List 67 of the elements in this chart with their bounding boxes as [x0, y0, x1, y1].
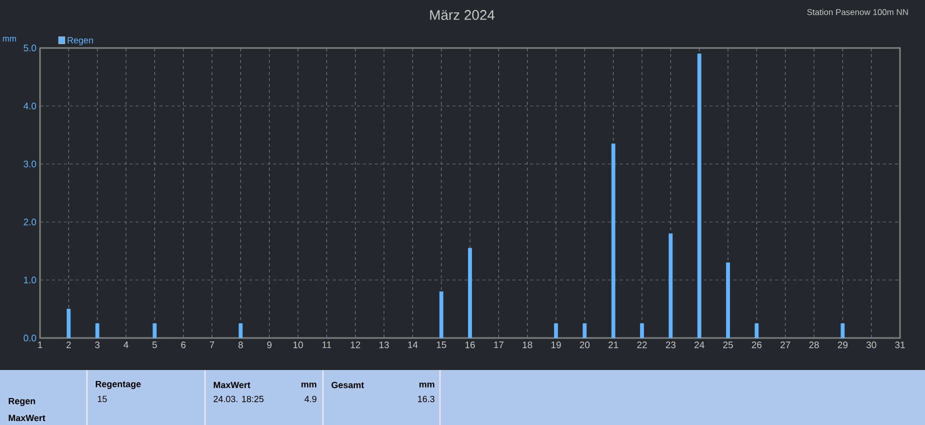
y-tick-label: 2.0 [24, 218, 36, 226]
text: 16.3 [418, 396, 434, 402]
x-tick-label: 19 [551, 342, 561, 348]
x-tick-label: 16 [465, 342, 475, 348]
bar [238, 323, 243, 338]
bar [754, 323, 759, 338]
y-tick-label: 0.0 [24, 334, 36, 342]
x-tick-label: 3 [95, 342, 100, 348]
x-tick-label: 26 [752, 342, 762, 348]
x-tick-label: 22 [637, 342, 647, 348]
bar [697, 54, 702, 338]
x-tick-label: 17 [494, 342, 504, 348]
x-tick-label: 8 [238, 342, 243, 348]
bar [582, 323, 587, 338]
x-tick-label: 21 [608, 342, 618, 348]
x-tick-label: 30 [866, 342, 876, 348]
x-tick-label: 2 [66, 342, 71, 348]
text: MaxWert [214, 382, 250, 388]
bar [668, 233, 673, 338]
legend-label: Regen [68, 37, 93, 46]
y-tick-label: 3.0 [24, 160, 36, 168]
text: Gesamt [332, 382, 364, 388]
x-tick-label: 1 [38, 342, 42, 348]
text: mm [301, 382, 316, 388]
bar [439, 291, 444, 338]
x-tick-label: 25 [723, 342, 733, 348]
bar [840, 323, 845, 338]
x-tick-label: 31 [895, 342, 905, 348]
y-tick-label: 5.0 [24, 44, 36, 52]
x-tick-label: 9 [267, 342, 272, 348]
text: Regen [8, 398, 36, 406]
bar [468, 248, 472, 338]
x-tick-label: 14 [408, 342, 418, 348]
bar [640, 323, 644, 338]
x-tick-label: 6 [181, 342, 186, 348]
x-tick-label: 28 [809, 342, 819, 348]
text: MaxWert [8, 414, 46, 422]
x-tick-label: 11 [322, 342, 332, 348]
x-tick-label: 10 [293, 342, 303, 348]
text: mm [419, 382, 434, 388]
x-tick-label: 15 [436, 342, 446, 348]
bar [611, 144, 616, 338]
chart-title: März 2024 [430, 10, 495, 20]
bar [726, 262, 730, 338]
x-tick-label: 4 [124, 342, 128, 348]
text: 24.03. 18:25 [214, 396, 264, 402]
chart-subtitle: Station Pasenow 100m NN [807, 8, 908, 16]
bar [66, 308, 71, 338]
bar [554, 323, 558, 338]
x-tick-label: 5 [152, 342, 157, 348]
y-tick-label: 1.0 [24, 276, 36, 284]
x-tick-label: 27 [780, 342, 790, 348]
x-tick-label: 12 [350, 342, 360, 348]
bar [152, 323, 157, 338]
x-tick-label: 29 [838, 342, 848, 348]
x-tick-label: 23 [666, 342, 676, 348]
text: 15 [98, 396, 107, 402]
bar [95, 323, 100, 338]
x-tick-label: 13 [379, 342, 389, 348]
y-tick-label: 4.0 [24, 102, 36, 110]
y-axis-title: mm [2, 36, 16, 42]
x-tick-label: 24 [694, 342, 704, 348]
x-tick-label: 20 [580, 342, 590, 348]
text: 4.9 [304, 396, 316, 402]
x-tick-label: 18 [522, 342, 532, 348]
text: Regentage [96, 380, 141, 390]
x-tick-label: 7 [210, 342, 214, 348]
